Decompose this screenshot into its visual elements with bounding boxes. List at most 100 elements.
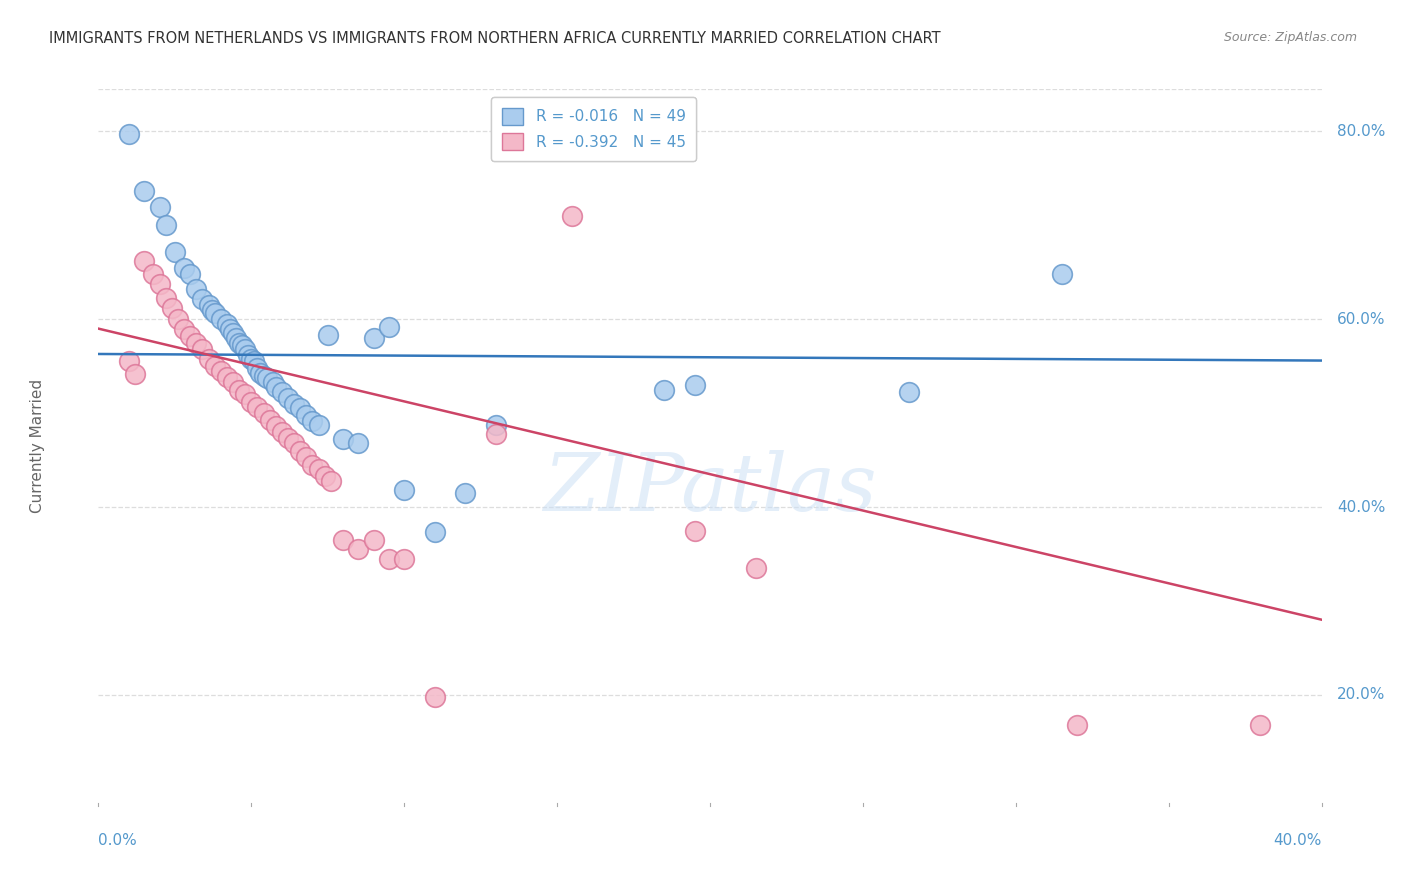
- Point: [238, 348, 260, 362]
- Point: [124, 367, 146, 381]
- Point: [252, 368, 274, 383]
- Point: [332, 533, 354, 547]
- Text: 0.0%: 0.0%: [98, 833, 138, 848]
- Point: [378, 319, 401, 334]
- Point: [301, 414, 323, 428]
- Point: [155, 219, 177, 233]
- Point: [378, 551, 401, 566]
- Point: [222, 375, 245, 389]
- Legend: R = -0.016   N = 49, R = -0.392   N = 45: R = -0.016 N = 49, R = -0.392 N = 45: [491, 97, 696, 161]
- Point: [173, 321, 195, 335]
- Point: [186, 335, 208, 350]
- Point: [219, 321, 242, 335]
- Point: [222, 326, 245, 341]
- Point: [191, 292, 214, 306]
- Point: [243, 354, 266, 368]
- Point: [240, 395, 263, 409]
- Point: [295, 408, 318, 422]
- Point: [149, 200, 172, 214]
- Point: [259, 413, 281, 427]
- Point: [290, 401, 312, 416]
- Point: [249, 366, 271, 380]
- Point: [155, 291, 177, 305]
- Point: [215, 370, 238, 384]
- Point: [197, 351, 219, 366]
- Point: [118, 354, 141, 368]
- Point: [186, 282, 208, 296]
- Point: [228, 383, 250, 397]
- Point: [347, 542, 370, 557]
- Point: [134, 184, 156, 198]
- Point: [149, 277, 172, 291]
- Point: [392, 551, 416, 566]
- Text: 40.0%: 40.0%: [1337, 500, 1385, 515]
- Point: [347, 436, 370, 450]
- Point: [246, 400, 269, 414]
- Point: [233, 343, 256, 357]
- Point: [683, 524, 706, 538]
- Point: [295, 450, 318, 465]
- Point: [485, 418, 508, 433]
- Text: Currently Married: Currently Married: [30, 379, 45, 513]
- Point: [264, 380, 287, 394]
- Point: [652, 383, 675, 397]
- Point: [240, 351, 263, 366]
- Point: [683, 378, 706, 392]
- Point: [454, 486, 477, 500]
- Point: [167, 312, 190, 326]
- Point: [485, 426, 508, 441]
- Point: [200, 302, 222, 317]
- Point: [283, 436, 305, 450]
- Point: [246, 361, 269, 376]
- Point: [209, 364, 232, 378]
- Point: [142, 267, 165, 281]
- Point: [316, 328, 339, 343]
- Point: [179, 267, 201, 281]
- Point: [308, 462, 330, 476]
- Point: [363, 331, 385, 345]
- Point: [163, 244, 186, 259]
- Point: [191, 343, 214, 357]
- Point: [1249, 718, 1271, 732]
- Point: [252, 406, 274, 420]
- Point: [204, 359, 226, 374]
- Point: [225, 331, 247, 345]
- Text: 40.0%: 40.0%: [1274, 833, 1322, 848]
- Point: [173, 260, 195, 275]
- Point: [308, 418, 330, 433]
- Point: [561, 209, 583, 223]
- Point: [228, 335, 250, 350]
- Point: [270, 385, 292, 400]
- Text: ZIPatlas: ZIPatlas: [543, 450, 877, 527]
- Text: 20.0%: 20.0%: [1337, 688, 1385, 702]
- Point: [256, 371, 278, 385]
- Point: [423, 690, 446, 704]
- Point: [231, 337, 253, 351]
- Point: [1050, 267, 1073, 281]
- Point: [301, 458, 323, 472]
- Point: [423, 525, 446, 540]
- Point: [283, 397, 305, 411]
- Point: [197, 298, 219, 312]
- Point: [363, 533, 385, 547]
- Text: 60.0%: 60.0%: [1337, 311, 1385, 326]
- Point: [277, 432, 299, 446]
- Point: [277, 391, 299, 405]
- Point: [745, 561, 768, 575]
- Text: 80.0%: 80.0%: [1337, 124, 1385, 139]
- Point: [1066, 718, 1088, 732]
- Point: [319, 474, 342, 488]
- Point: [314, 469, 336, 483]
- Point: [233, 387, 256, 401]
- Point: [160, 301, 183, 315]
- Point: [179, 329, 201, 343]
- Point: [392, 483, 416, 497]
- Point: [264, 419, 287, 434]
- Text: IMMIGRANTS FROM NETHERLANDS VS IMMIGRANTS FROM NORTHERN AFRICA CURRENTLY MARRIED: IMMIGRANTS FROM NETHERLANDS VS IMMIGRANT…: [49, 31, 941, 46]
- Point: [262, 375, 284, 389]
- Point: [290, 443, 312, 458]
- Point: [270, 425, 292, 439]
- Point: [134, 254, 156, 268]
- Point: [204, 306, 226, 320]
- Point: [118, 128, 141, 142]
